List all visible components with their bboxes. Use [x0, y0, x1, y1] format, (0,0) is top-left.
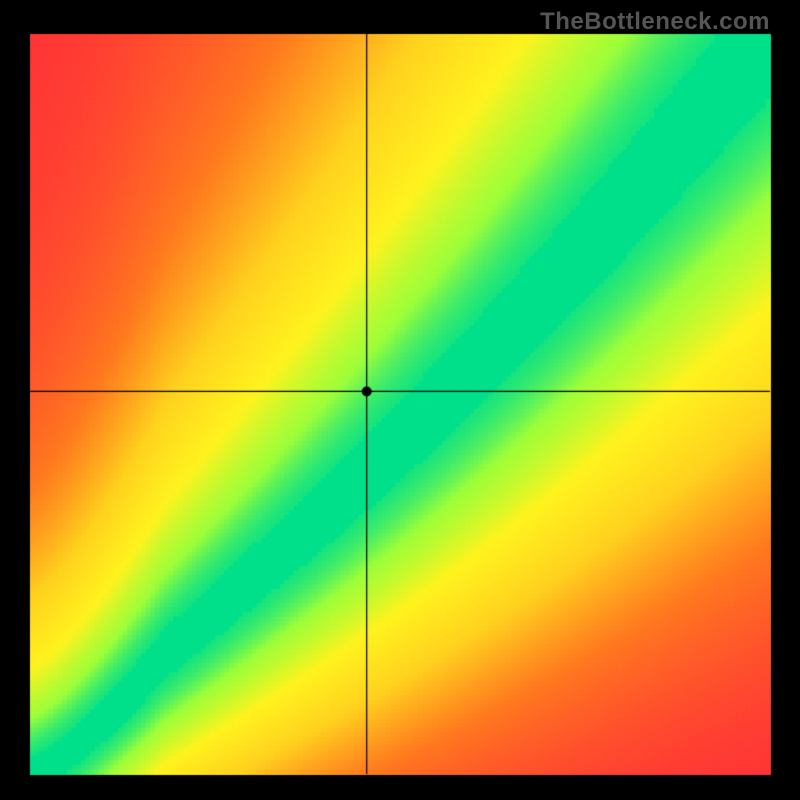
watermark-text: TheBottleneck.com — [540, 8, 770, 36]
image-root: TheBottleneck.com — [0, 0, 800, 800]
bottleneck-heatmap — [0, 0, 800, 800]
